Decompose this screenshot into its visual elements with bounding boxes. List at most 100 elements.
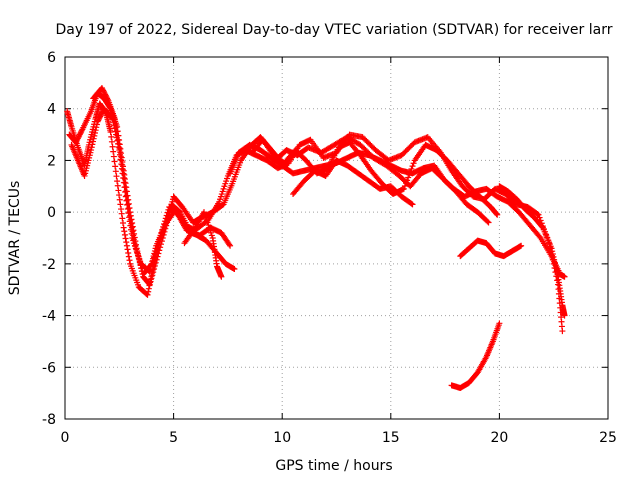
series-track-10 (496, 183, 568, 319)
x-tick-label: 15 (382, 430, 400, 446)
data-point (117, 153, 124, 160)
data-point (121, 228, 128, 235)
data-point (162, 221, 169, 228)
data-point (130, 236, 137, 243)
y-axis-label: SDTVAR / TECUs (7, 181, 23, 296)
data-point (118, 206, 125, 213)
data-point (116, 145, 123, 152)
axis-ticks: 0 5 10 15 20 25 -8 -6 -4 -2 0 2 4 6 (42, 50, 617, 446)
data-point (90, 138, 97, 145)
data-point (410, 160, 417, 167)
series-track-4 (90, 85, 234, 278)
data-point (484, 218, 491, 225)
data-point (554, 270, 561, 277)
data-point (92, 127, 99, 134)
y-tick-label: -8 (42, 412, 56, 428)
y-tick-label: -6 (42, 360, 56, 376)
data-point (115, 187, 122, 194)
x-tick-label: 5 (169, 430, 178, 446)
data-point (120, 170, 127, 177)
data-point (124, 246, 131, 253)
data-point (114, 178, 121, 185)
data-point (561, 312, 568, 319)
data-point (108, 133, 115, 140)
data-point (553, 268, 560, 275)
data-point (227, 242, 234, 249)
data-point (409, 201, 416, 208)
data-point (218, 273, 225, 280)
data-point (548, 245, 555, 252)
y-tick-label: 6 (47, 50, 56, 66)
x-tick-label: 20 (490, 430, 508, 446)
data-point (231, 266, 238, 273)
data-point (400, 185, 407, 192)
data-point (123, 188, 130, 195)
data-point (104, 96, 111, 103)
data-point (518, 242, 525, 249)
series-track-9 (457, 237, 525, 260)
data-point (111, 158, 118, 165)
data-point (404, 177, 411, 184)
data-point (138, 264, 145, 271)
data-point (121, 179, 128, 186)
series-track-7 (248, 136, 501, 218)
data-points (64, 85, 568, 391)
data-point (152, 251, 159, 258)
data-point (536, 233, 543, 240)
x-tick-label: 10 (273, 430, 291, 446)
data-point (409, 163, 416, 170)
data-point (151, 254, 158, 261)
data-point (155, 242, 162, 249)
data-point (88, 147, 95, 154)
data-point (561, 273, 568, 280)
data-point (549, 251, 556, 258)
x-axis-label: GPS time / hours (275, 458, 392, 474)
data-point (130, 232, 137, 239)
data-point (119, 215, 126, 222)
series-track-8 (290, 157, 416, 208)
data-point (551, 259, 558, 266)
data-point (128, 224, 135, 231)
data-point (125, 249, 132, 256)
data-point (110, 148, 117, 155)
data-point (156, 239, 163, 246)
data-point (534, 210, 541, 217)
data-point (148, 275, 155, 282)
x-tick-label: 25 (599, 430, 617, 446)
data-point (164, 212, 171, 219)
y-tick-label: 2 (47, 153, 56, 169)
data-point (137, 261, 144, 268)
data-point (147, 278, 154, 285)
data-point (113, 128, 120, 135)
data-point (114, 132, 121, 139)
data-point (408, 200, 415, 207)
data-point (126, 213, 133, 220)
data-point (406, 171, 413, 178)
data-point (117, 149, 124, 156)
data-point (226, 241, 233, 248)
data-point (161, 224, 168, 231)
data-point (116, 196, 123, 203)
series-track-11 (448, 320, 503, 391)
data-point (163, 218, 170, 225)
data-point (118, 210, 125, 217)
data-point (553, 265, 560, 272)
data-point (114, 137, 121, 144)
data-point (115, 140, 122, 147)
data-point (124, 196, 131, 203)
data-point (160, 226, 167, 233)
data-point (552, 262, 559, 269)
data-point (166, 207, 173, 214)
data-point (91, 132, 98, 139)
data-point (123, 239, 130, 246)
y-tick-label: 0 (47, 205, 56, 221)
data-point (129, 228, 136, 235)
data-point (109, 143, 116, 150)
plot-frame (64, 56, 609, 420)
data-point (125, 253, 132, 260)
data-point (126, 209, 133, 216)
series-track-3 (68, 105, 566, 335)
data-point (122, 183, 129, 190)
data-point (485, 219, 492, 226)
